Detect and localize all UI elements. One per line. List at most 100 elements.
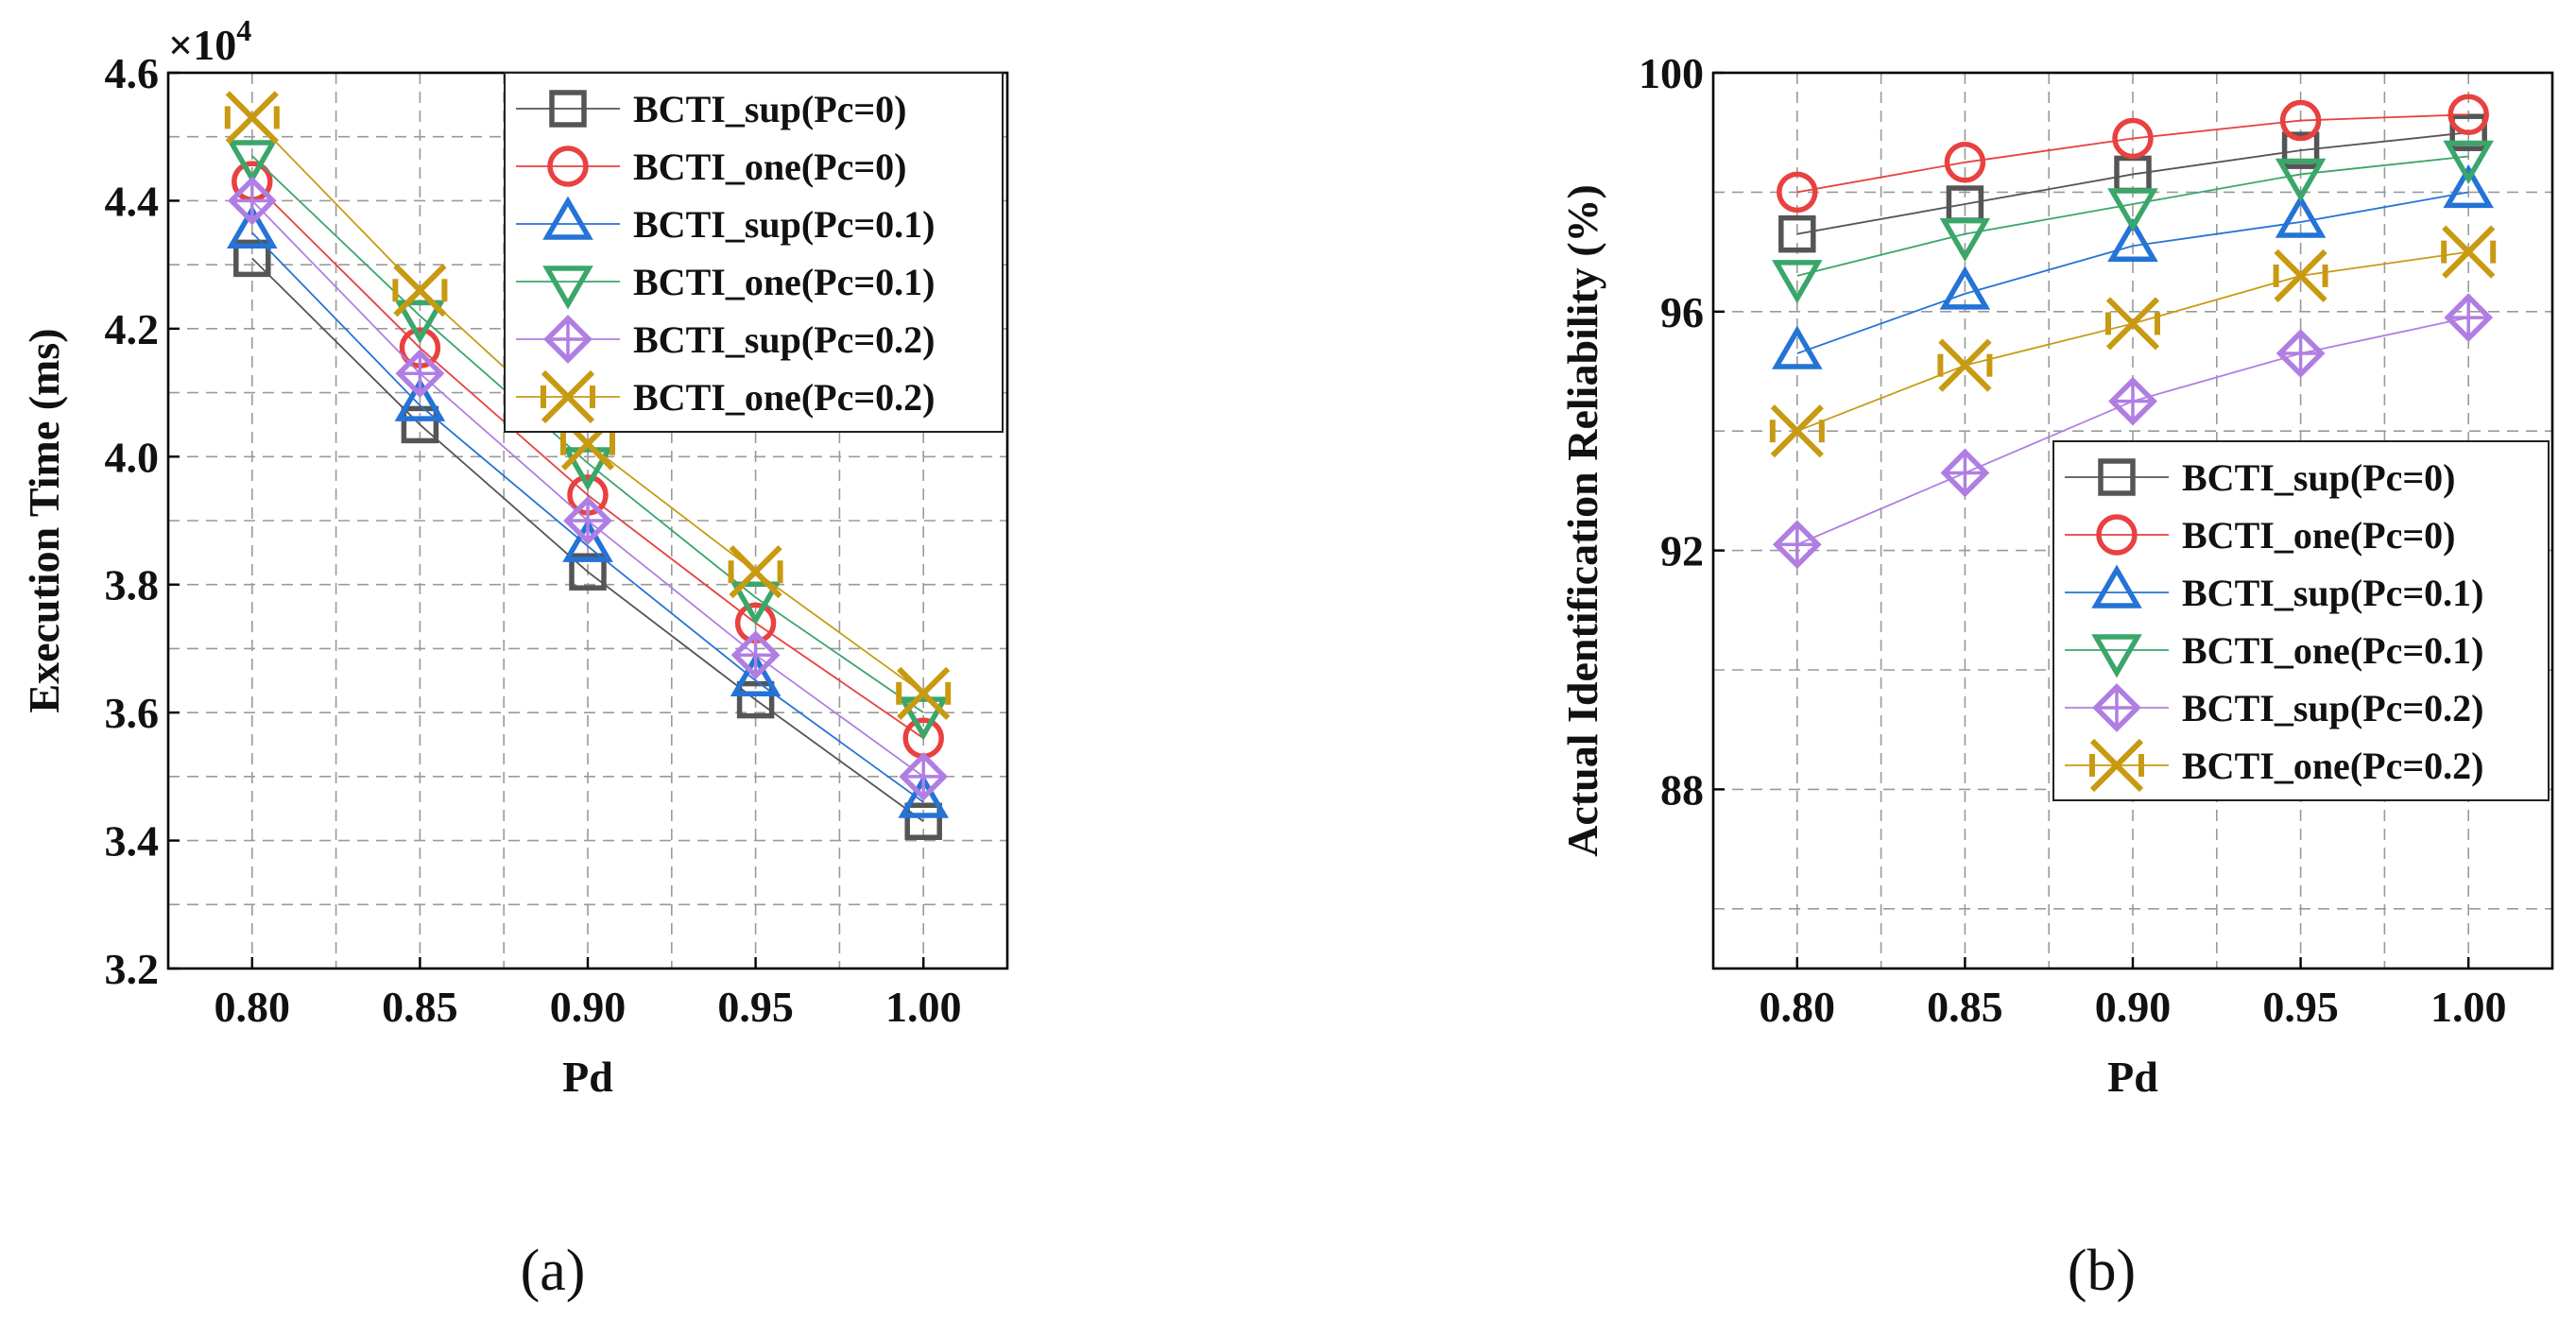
chart-b-series-4 <box>1772 293 2494 570</box>
chart-b-series-2-point-2 <box>2107 217 2158 263</box>
chart-a-legend-marker-1 <box>547 146 589 187</box>
chart-a-legend-marker-3 <box>542 266 593 310</box>
chart-a-ytick-label: 4.0 <box>105 433 160 481</box>
chart-a-legend-label-3: BCTI_one(Pc=0.1) <box>633 261 935 303</box>
chart-a-xtick-label: 1.00 <box>885 983 962 1031</box>
chart-b-ytick-label: 96 <box>1660 288 1704 336</box>
chart-a-series-0-point-4 <box>904 802 942 841</box>
chart-a-series-4-point-3 <box>730 630 781 680</box>
chart-b-series-1-point-4 <box>2447 94 2489 135</box>
chart-a-series-4-point-1 <box>395 349 445 399</box>
chart-b-xtick-label: 0.80 <box>1760 983 1836 1031</box>
chart-b-legend-label-3: BCTI_one(Pc=0.1) <box>2182 629 2483 672</box>
chart-b-series-4-point-2 <box>2108 376 2157 426</box>
chart-a-ytick-label: 4.4 <box>105 177 160 225</box>
chart-a-series-5-point-1 <box>392 264 448 317</box>
chart-a-series-3 <box>227 140 949 741</box>
chart-b-legend-entry-2: BCTI_sup(Pc=0.1) <box>2065 564 2484 614</box>
chart-b-series-5-point-0 <box>1769 404 1825 458</box>
chart-a-series-3-point-1 <box>394 300 446 344</box>
chart-a-legend: BCTI_sup(Pc=0) BCTI_one(Pc=0) BCTI_sup(Pc=… <box>504 72 1004 433</box>
chart-b-legend-entry-3: BCTI_one(Pc=0.1) <box>2065 629 2483 678</box>
chart-a-xtick-label: 0.90 <box>550 983 627 1031</box>
chart-a-legend-marker-5 <box>541 369 595 424</box>
chart-a-y-multiplier: ×104 <box>168 13 251 69</box>
chart-b-series-3 <box>1772 140 2494 304</box>
chart-a-ytick-label: 3.2 <box>105 945 160 993</box>
chart-b-series-1-point-3 <box>2279 99 2322 142</box>
chart-b-ytick-label: 88 <box>1660 765 1704 814</box>
chart-a-series-0-point-1 <box>401 405 439 444</box>
chart-a-y-multiplier-exp: 4 <box>236 13 251 47</box>
chart-a-series-0-point-3 <box>736 680 775 719</box>
chart-b-series-1-point-2 <box>2112 117 2154 160</box>
chart-b-xtick-label: 0.95 <box>2262 983 2339 1031</box>
chart-a-series-line-3 <box>251 155 924 713</box>
chart-a-series-line-1 <box>251 180 924 739</box>
chart-b-xtick-label: 0.90 <box>2095 983 2172 1031</box>
chart-b-legend-entry-0: BCTI_sup(Pc=0) <box>2065 456 2456 499</box>
chart-b-legend-marker-2 <box>2091 564 2142 609</box>
chart-b-legend-entry-5: BCTI_one(Pc=0.2) <box>2065 738 2483 793</box>
chart-b-series-line-2 <box>1796 191 2469 354</box>
chart-a-series-4-point-2 <box>563 496 612 545</box>
chart-b-ytick-label: 92 <box>1660 527 1704 575</box>
chart-a-series-3-point-0 <box>227 140 278 184</box>
chart-a-legend-label-1: BCTI_one(Pc=0) <box>633 146 906 188</box>
chart-a-series-4-point-0 <box>227 176 277 226</box>
chart-b-series-1 <box>1777 94 2489 214</box>
chart-b-legend-marker-0 <box>2098 458 2136 496</box>
chart-b-series-4-point-4 <box>2444 293 2494 343</box>
chart-a-series-2-point-0 <box>227 204 278 249</box>
chart-a-legend-label-5: BCTI_one(Pc=0.2) <box>633 376 935 419</box>
chart-b-series-4-point-0 <box>1772 520 1822 570</box>
chart-b-xtick-label: 0.85 <box>1927 983 2003 1031</box>
chart-b-series-3-point-0 <box>1772 260 1823 304</box>
chart-a-legend-entry-1: BCTI_one(Pc=0) <box>516 146 906 188</box>
chart-b-series-2 <box>1772 163 2494 369</box>
chart-a-ylabel: Execution Time (ms) <box>20 328 68 712</box>
chart-b-series-0-point-0 <box>1778 214 1816 253</box>
chart-b-legend-label-4: BCTI_sup(Pc=0.2) <box>2182 687 2484 729</box>
chart-a-legend-entry-5: BCTI_one(Pc=0.2) <box>516 369 935 424</box>
chart-a-legend-label-4: BCTI_sup(Pc=0.2) <box>633 318 936 361</box>
chart-a-legend-label-0: BCTI_sup(Pc=0) <box>633 88 907 130</box>
chart-a-xtick-label: 0.85 <box>382 983 458 1031</box>
chart-b-series-3-point-3 <box>2275 158 2327 202</box>
chart-b-series-line-1 <box>1796 113 2469 194</box>
chart-a-series-5 <box>224 91 952 720</box>
chart-a-series-3-point-4 <box>898 696 949 741</box>
chart-a-legend-entry-3: BCTI_one(Pc=0.1) <box>516 261 935 310</box>
chart-a-legend-label-2: BCTI_sup(Pc=0.1) <box>633 203 936 246</box>
chart-b-series-4-point-3 <box>2275 329 2326 378</box>
chart-a-series-line-2 <box>251 231 924 803</box>
chart-a-legend-entry-4: BCTI_sup(Pc=0.2) <box>516 315 936 364</box>
chart-b-identification-reliability: 88 92 96 100 0.80 0.85 0.90 0.95 1.00 Pd Actual Id… <box>1558 49 2554 1303</box>
chart-a-legend-box <box>504 72 1004 433</box>
chart-b-legend: BCTI_sup(Pc=0) BCTI_one(Pc=0) BCTI_sup(Pc=… <box>2052 440 2550 801</box>
chart-a-series-3-point-3 <box>730 581 781 626</box>
chart-a-ytick-label: 4.6 <box>105 49 160 97</box>
chart-a-legend-marker-4 <box>543 315 592 364</box>
chart-a-series-2-point-1 <box>394 377 446 421</box>
chart-b-series-2-point-0 <box>1772 325 1823 369</box>
chart-b-series-5-point-3 <box>2273 249 2328 303</box>
chart-b-ytick-label: 100 <box>1639 49 1704 97</box>
chart-a-series-2 <box>227 204 949 818</box>
chart-b-xtick-label: 1.00 <box>2430 983 2507 1031</box>
chart-a-legend-marker-2 <box>542 196 593 240</box>
chart-a-series-4-point-4 <box>899 751 949 801</box>
chart-b-series-0-point-3 <box>2281 131 2320 169</box>
chart-a-series-2-point-2 <box>562 518 613 562</box>
chart-b-legend-marker-3 <box>2091 634 2142 678</box>
chart-b-series-2-point-1 <box>1939 266 1991 310</box>
chart-b-series-5-point-4 <box>2441 225 2497 279</box>
chart-b-series-2-point-4 <box>2443 163 2494 209</box>
chart-b-ylabel: Actual Identification Reliability (%) <box>1558 184 1606 857</box>
chart-b-legend-marker-5 <box>2089 738 2144 793</box>
chart-a-series-line-0 <box>251 257 924 822</box>
chart-b-series-5-point-2 <box>2105 297 2160 351</box>
chart-b-legend-box <box>2052 440 2550 801</box>
chart-b-legend-entry-4: BCTI_sup(Pc=0.2) <box>2065 683 2484 732</box>
